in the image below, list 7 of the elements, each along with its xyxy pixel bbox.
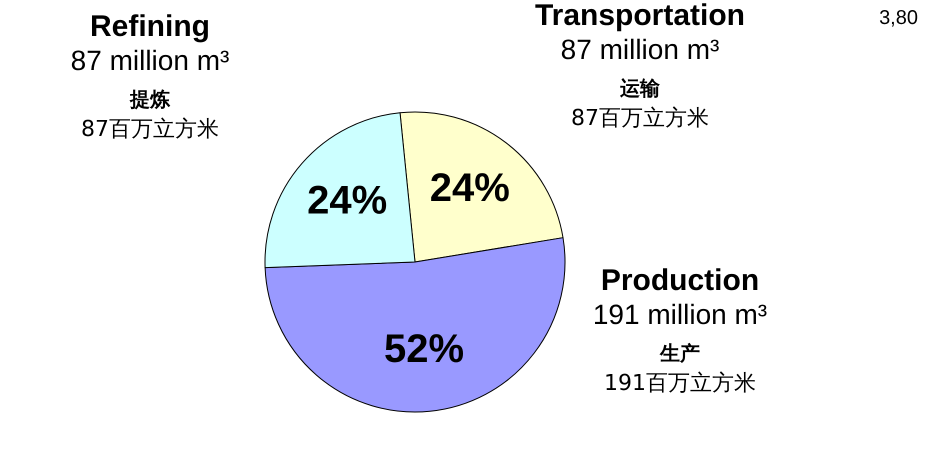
slice-label: Transportation 87 million m³ 运输 87百万立方米	[534, 0, 746, 131]
data-label: 24%	[430, 166, 510, 210]
text: 3,80	[879, 7, 918, 29]
slice-label: Production 191 million m³ 生产 191百万立方米	[592, 264, 768, 396]
slice-label: Refining 87 million m³ 提炼 87百万立方米	[70, 10, 230, 142]
data-label: 24%	[307, 178, 388, 222]
data-label: 52%	[384, 327, 464, 372]
